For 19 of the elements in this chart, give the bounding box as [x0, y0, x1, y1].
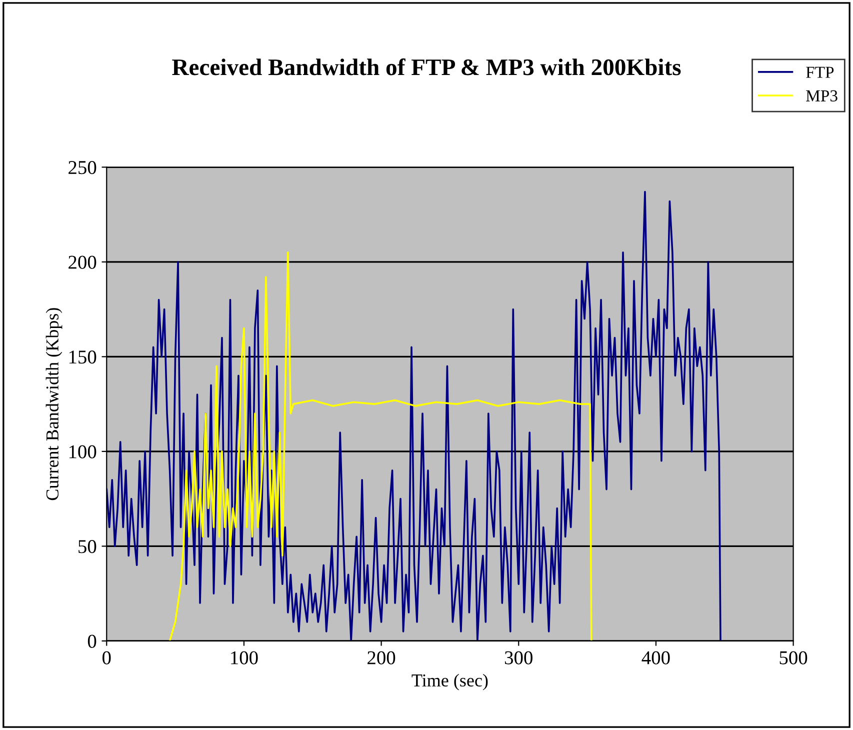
x-axis-title: Time (sec) — [412, 674, 488, 690]
x-tick-label: 500 — [780, 651, 808, 664]
x-tick-label: 400 — [642, 651, 670, 664]
chart-title: Received Bandwidth of FTP & MP3 with 200Kbits — [172, 58, 681, 76]
y-tick-label: 250 — [68, 160, 96, 174]
x-tick-label: 300 — [504, 651, 532, 664]
y-tick-label: 200 — [68, 256, 96, 269]
x-tick-label: 0 — [102, 651, 111, 664]
line-series — [106, 190, 722, 641]
legend-label: MP3 — [806, 90, 838, 102]
x-tick-label: 200 — [368, 651, 396, 664]
legend-label: FTP — [806, 66, 834, 78]
y-tick-label: 0 — [88, 634, 96, 648]
y-tick-label: 50 — [78, 540, 96, 554]
y-axis-title: Current Bandwidth (Kbps) — [46, 308, 62, 500]
x-tick-label: 100 — [231, 651, 258, 664]
y-tick-label: 100 — [69, 445, 96, 458]
y-tick-label: 150 — [69, 350, 96, 364]
line-series — [168, 252, 592, 641]
